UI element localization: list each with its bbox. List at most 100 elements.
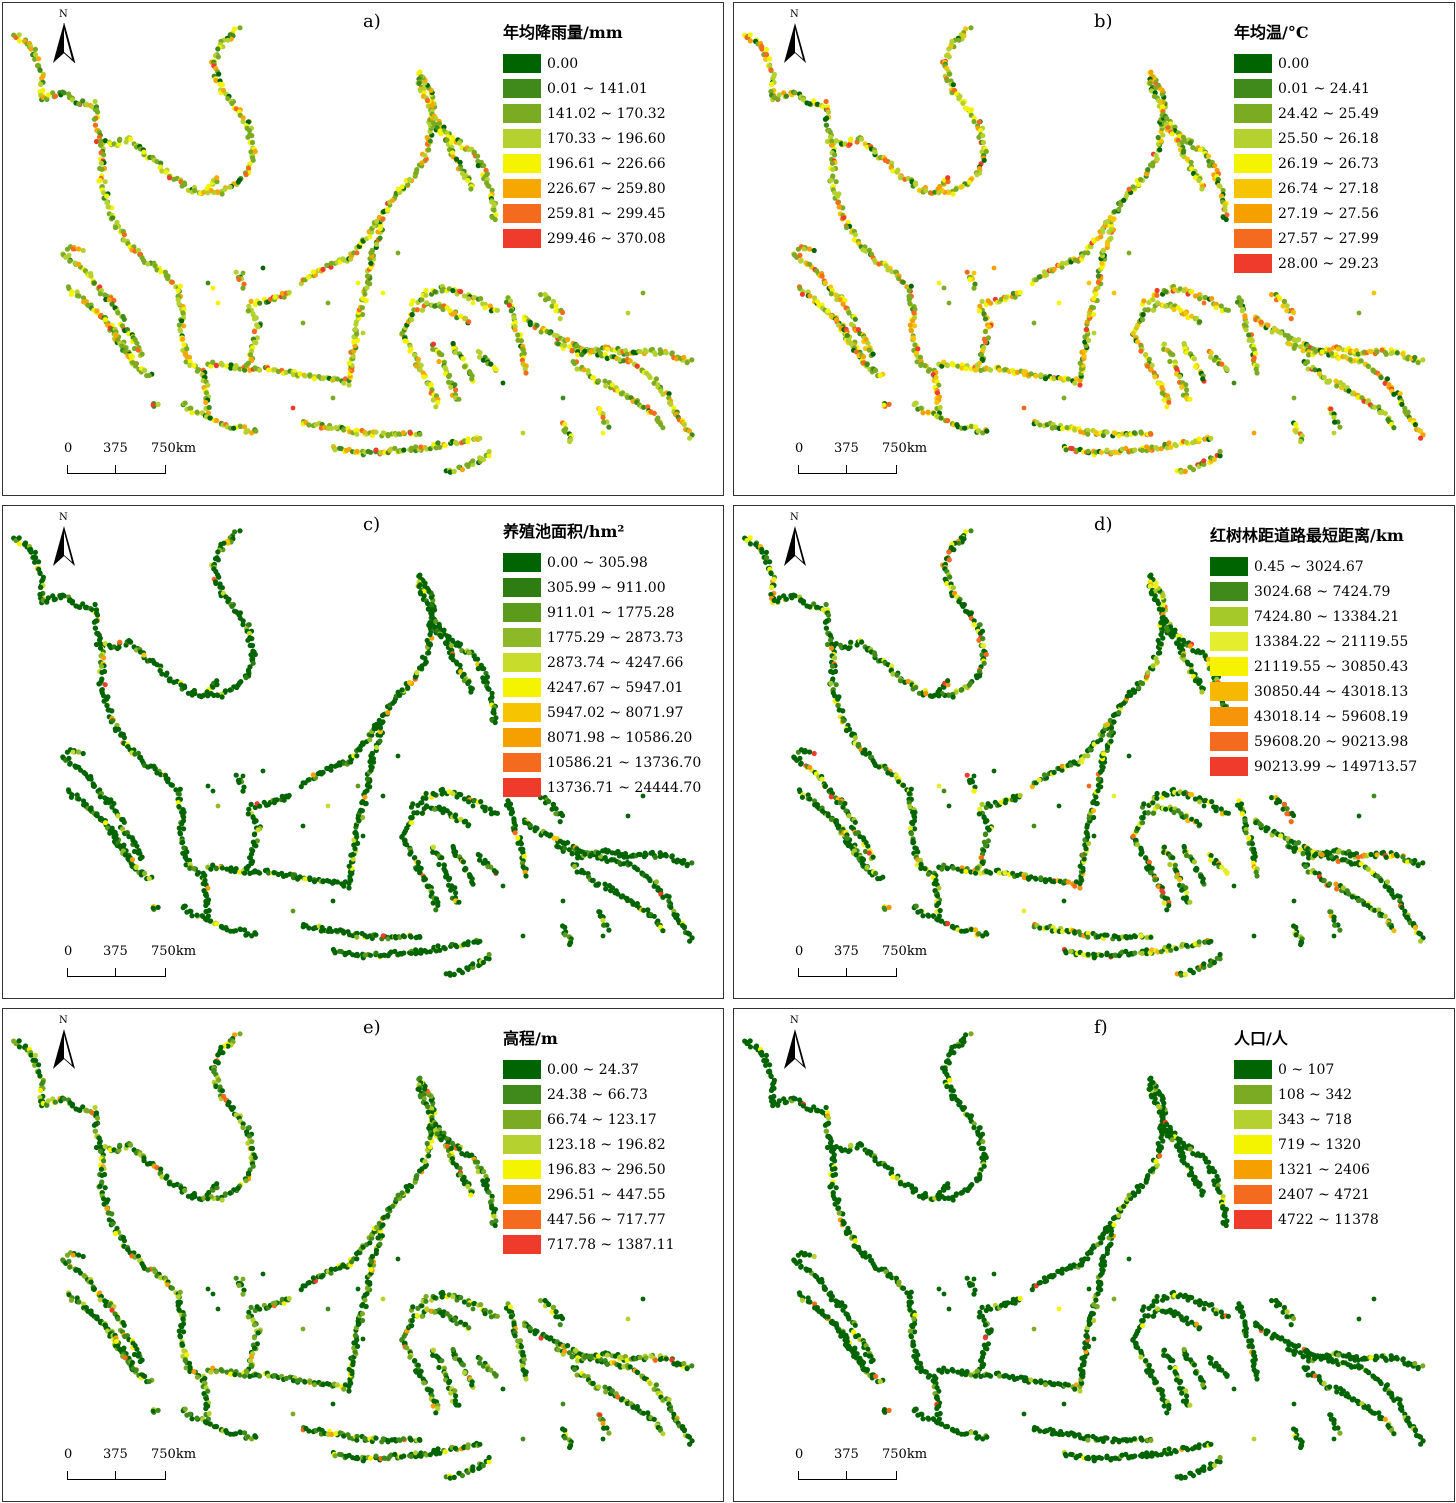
legend-item-label: 30850.44 ~ 43018.13 <box>1254 683 1409 700</box>
legend-item: 196.61 ~ 226.66 <box>503 151 666 176</box>
legend-swatch <box>1234 1160 1272 1179</box>
legend-item: 1775.29 ~ 2873.73 <box>503 625 701 650</box>
map-panel-f: f) N 人口/人 0 ~ 107 108 ~ 342 343 ~ 718 719 ~… <box>733 1008 1455 1502</box>
legend-item: 26.19 ~ 26.73 <box>1234 151 1379 176</box>
legend-item-label: 226.67 ~ 259.80 <box>547 180 666 197</box>
scale-tick-0: 0 <box>64 1447 73 1462</box>
legend-item: 911.01 ~ 1775.28 <box>503 600 701 625</box>
scale-tick-750: 750km <box>882 944 928 959</box>
legend-swatch <box>503 1060 541 1079</box>
legend-item-label: 196.61 ~ 226.66 <box>547 155 666 172</box>
scale-bar: 0 375 750km <box>59 944 209 980</box>
legend-swatch <box>503 628 541 647</box>
map-panel-a: a) N 年均降雨量/mm 0.00 0.01 ~ 141.01 141.02 ~ … <box>2 2 724 496</box>
scale-bar: 0 375 750km <box>790 944 940 980</box>
legend-item: 13384.22 ~ 21119.55 <box>1210 629 1417 654</box>
mangrove-map-a <box>11 25 695 475</box>
legend-swatch <box>1234 104 1272 123</box>
legend-item: 0.00 ~ 24.37 <box>503 1057 675 1082</box>
scale-bar: 0 375 750km <box>59 1447 209 1483</box>
legend-item-label: 66.74 ~ 123.17 <box>547 1111 657 1128</box>
legend-item-label: 26.19 ~ 26.73 <box>1278 155 1379 172</box>
scale-tick-375: 375 <box>103 944 128 959</box>
scale-tick-0: 0 <box>795 1447 804 1462</box>
legend-item-label: 7424.80 ~ 13384.21 <box>1254 608 1400 625</box>
legend-item: 170.33 ~ 196.60 <box>503 126 666 151</box>
legend-item-label: 24.42 ~ 25.49 <box>1278 105 1379 122</box>
legend-item: 343 ~ 718 <box>1234 1107 1379 1132</box>
legend-item: 3024.68 ~ 7424.79 <box>1210 579 1417 604</box>
legend-item-label: 43018.14 ~ 59608.19 <box>1254 708 1409 725</box>
scale-tick-0: 0 <box>64 441 73 456</box>
legend-swatch <box>1234 204 1272 223</box>
legend-item: 21119.55 ~ 30850.43 <box>1210 654 1417 679</box>
legend-swatch <box>1234 154 1272 173</box>
map-panel-e: e) N 高程/m 0.00 ~ 24.37 24.38 ~ 66.73 66.74… <box>2 1008 724 1502</box>
legend-swatch <box>503 678 541 697</box>
legend-item-label: 26.74 ~ 27.18 <box>1278 180 1379 197</box>
north-arrow-icon: N <box>782 1015 808 1071</box>
legend-title: 年均温/°C <box>1234 23 1309 42</box>
legend-item: 8071.98 ~ 10586.20 <box>503 725 701 750</box>
legend-item: 43018.14 ~ 59608.19 <box>1210 704 1417 729</box>
legend-item-label: 2873.74 ~ 4247.66 <box>547 654 684 671</box>
legend-item-label: 305.99 ~ 911.00 <box>547 579 666 596</box>
legend-swatch <box>503 79 541 98</box>
map-panel-b: b) N 年均温/°C 0.00 0.01 ~ 24.41 24.42 ~ 25.4… <box>733 2 1455 496</box>
legend-swatch <box>1234 254 1272 273</box>
legend-swatch <box>503 603 541 622</box>
scale-tick-750: 750km <box>151 441 197 456</box>
legend-item: 0.00 <box>503 51 666 76</box>
legend-item-label: 0.45 ~ 3024.67 <box>1254 558 1364 575</box>
legend-item-label: 3024.68 ~ 7424.79 <box>1254 583 1391 600</box>
legend-swatch <box>503 753 541 772</box>
north-arrow-icon: N <box>782 9 808 65</box>
legend-item-label: 299.46 ~ 370.08 <box>547 230 666 247</box>
legend-item: 7424.80 ~ 13384.21 <box>1210 604 1417 629</box>
scale-tick-0: 0 <box>795 944 804 959</box>
map-panel-d: d) N 红树林距道路最短距离/km 0.45 ~ 3024.67 3024.68… <box>733 505 1455 999</box>
legend-swatch <box>503 553 541 572</box>
north-arrow-icon: N <box>782 512 808 568</box>
legend-item: 5947.02 ~ 8071.97 <box>503 700 701 725</box>
legend-item-label: 25.50 ~ 26.18 <box>1278 130 1379 147</box>
legend-swatch <box>1234 179 1272 198</box>
scale-tick-750: 750km <box>151 1447 197 1462</box>
legend-item: 259.81 ~ 299.45 <box>503 201 666 226</box>
legend-title: 年均降雨量/mm <box>503 23 623 42</box>
panel-label: f) <box>1094 1017 1108 1038</box>
legend-swatch <box>1210 707 1248 726</box>
legend-item: 2873.74 ~ 4247.66 <box>503 650 701 675</box>
legend-item: 719 ~ 1320 <box>1234 1132 1379 1157</box>
legend-swatch <box>1210 632 1248 651</box>
panel-label: a) <box>363 11 381 32</box>
legend-swatch <box>503 154 541 173</box>
legend-swatch <box>503 1235 541 1254</box>
legend-item: 0.01 ~ 141.01 <box>503 76 666 101</box>
scale-tick-375: 375 <box>834 944 859 959</box>
legend-swatch <box>503 1110 541 1129</box>
legend-item: 28.00 ~ 29.23 <box>1234 251 1379 276</box>
legend: 红树林距道路最短距离/km 0.45 ~ 3024.67 3024.68 ~ 74… <box>1210 522 1417 779</box>
legend-item-label: 10586.21 ~ 13736.70 <box>547 754 702 771</box>
legend-item: 0.01 ~ 24.41 <box>1234 76 1379 101</box>
legend-swatch <box>503 1160 541 1179</box>
legend-item: 90213.99 ~ 149713.57 <box>1210 754 1417 779</box>
legend-item-label: 170.33 ~ 196.60 <box>547 130 666 147</box>
legend: 人口/人 0 ~ 107 108 ~ 342 343 ~ 718 719 ~ 1320… <box>1234 1025 1379 1232</box>
legend-item-label: 27.19 ~ 27.56 <box>1278 205 1379 222</box>
scale-tick-375: 375 <box>103 1447 128 1462</box>
legend-item-label: 1321 ~ 2406 <box>1278 1161 1370 1178</box>
legend-swatch <box>503 728 541 747</box>
legend-item: 13736.71 ~ 24444.70 <box>503 775 701 800</box>
legend-item: 26.74 ~ 27.18 <box>1234 176 1379 201</box>
legend-item-label: 4247.67 ~ 5947.01 <box>547 679 684 696</box>
legend-item: 1321 ~ 2406 <box>1234 1157 1379 1182</box>
legend-item-label: 1775.29 ~ 2873.73 <box>547 629 684 646</box>
legend-item: 66.74 ~ 123.17 <box>503 1107 675 1132</box>
legend-swatch <box>1210 607 1248 626</box>
legend-item-label: 21119.55 ~ 30850.43 <box>1254 658 1409 675</box>
legend-item-label: 0.00 <box>1278 55 1310 72</box>
legend-swatch <box>503 653 541 672</box>
legend-swatch <box>1234 1135 1272 1154</box>
